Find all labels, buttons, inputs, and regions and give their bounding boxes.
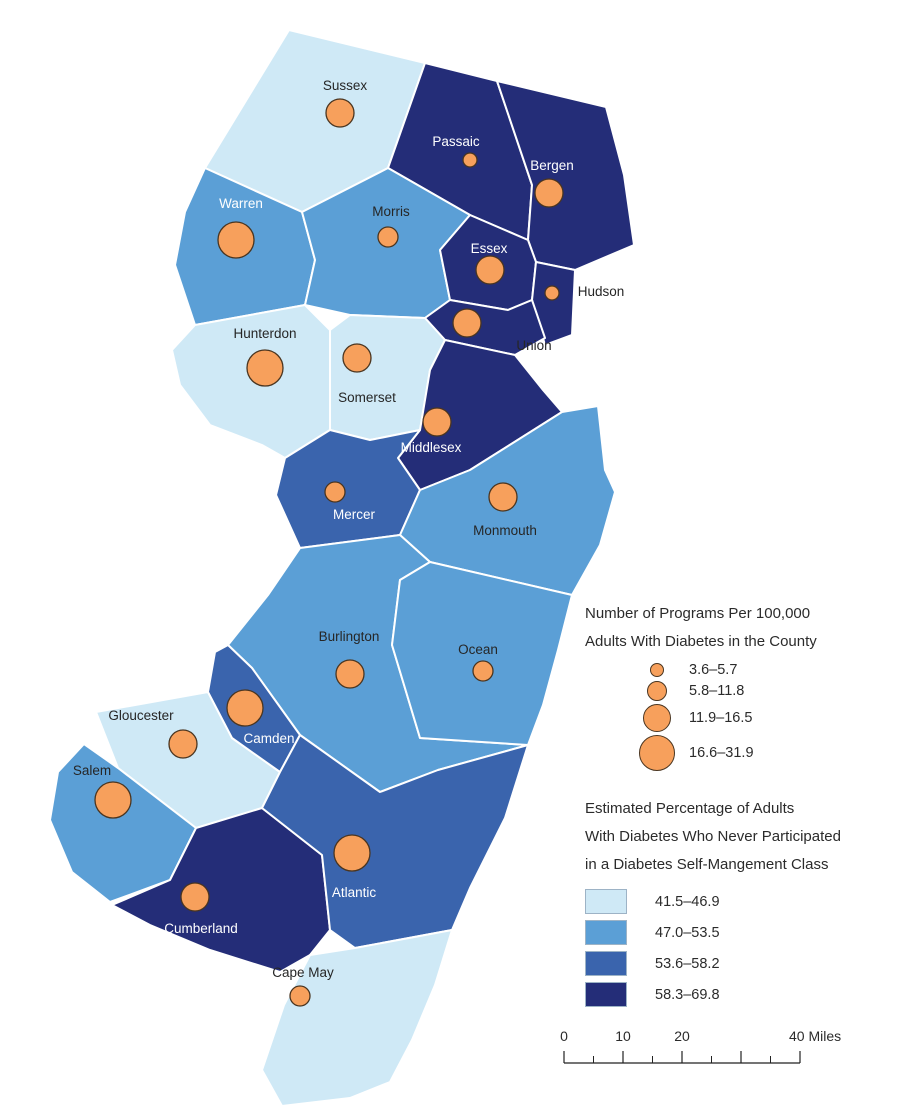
program-circle-monmouth bbox=[488, 482, 518, 512]
percent-label-3: 53.6–58.2 bbox=[655, 955, 720, 972]
legend-programs-class-row: 11.9–16.5 bbox=[637, 704, 895, 732]
legend-percentage-title-line3: in a Diabetes Self-Mangement Class bbox=[585, 856, 829, 873]
county-label-morris: Morris bbox=[372, 204, 410, 219]
program-circle-sussex bbox=[325, 98, 355, 128]
legend-percentage-title-line2: With Diabetes Who Never Participated bbox=[585, 828, 841, 845]
program-size-label-4: 16.6–31.9 bbox=[689, 745, 754, 761]
program-circle-passaic bbox=[462, 152, 478, 168]
program-size-circle-1 bbox=[650, 663, 664, 677]
program-circle-ocean bbox=[472, 660, 494, 682]
percent-swatch-3 bbox=[585, 951, 627, 976]
county-label-burlington: Burlington bbox=[319, 629, 380, 644]
county-label-atlantic: Atlantic bbox=[332, 885, 377, 900]
percent-swatch-1 bbox=[585, 889, 627, 914]
legend-programs-title-line2: Adults With Diabetes in the County bbox=[585, 633, 817, 650]
legend-programs-class-row: 3.6–5.7 bbox=[637, 662, 895, 678]
percent-swatch-2 bbox=[585, 920, 627, 945]
legend-percentage-classes: 41.5–46.9 47.0–53.5 53.6–58.2 58.3–69.8 bbox=[585, 889, 895, 1007]
program-circle-cumberland bbox=[180, 882, 210, 912]
program-size-circle-3 bbox=[643, 704, 671, 732]
county-label-salem: Salem bbox=[73, 763, 111, 778]
legend-programs: Number of Programs Per 100,000 Adults Wi… bbox=[585, 600, 895, 771]
legend-programs-class-row: 5.8–11.8 bbox=[637, 681, 895, 701]
county-label-monmouth: Monmouth bbox=[473, 523, 537, 538]
program-circle-warren bbox=[217, 221, 255, 259]
scale-bar: 0 10 20 40 Miles bbox=[556, 1028, 896, 1088]
county-shape-atlantic bbox=[261, 734, 529, 949]
program-circle-camden bbox=[226, 689, 264, 727]
county-label-sussex: Sussex bbox=[323, 78, 368, 93]
legend-programs-title-line1: Number of Programs Per 100,000 bbox=[585, 605, 811, 622]
program-circle-hunterdon bbox=[246, 349, 284, 387]
program-circle-essex bbox=[475, 255, 505, 285]
legend-percentage-class-row: 58.3–69.8 bbox=[585, 982, 895, 1007]
county-label-warren: Warren bbox=[219, 196, 263, 211]
percent-label-1: 41.5–46.9 bbox=[655, 893, 720, 910]
county-shape-hudson bbox=[531, 261, 576, 346]
legend-programs-classes: 3.6–5.7 5.8–11.8 11.9–16.5 16.6–31.9 bbox=[585, 662, 895, 771]
county-labels: Sussex Passaic Bergen Warren Morris Essex Huds… bbox=[73, 78, 624, 980]
program-circle-middlesex bbox=[422, 407, 452, 437]
county-shape-salem bbox=[49, 743, 197, 903]
scale-label-0: 0 bbox=[560, 1028, 568, 1044]
program-circle-somerset bbox=[342, 343, 372, 373]
program-size-label-1: 3.6–5.7 bbox=[689, 662, 738, 678]
legend-percentage-class-row: 41.5–46.9 bbox=[585, 889, 895, 914]
legend-percentage-class-row: 53.6–58.2 bbox=[585, 951, 895, 976]
program-circle-gloucester bbox=[168, 729, 198, 759]
program-circle-burlington bbox=[335, 659, 365, 689]
county-label-cumberland: Cumberland bbox=[164, 921, 238, 936]
county-label-passaic: Passaic bbox=[432, 134, 480, 149]
county-label-middlesex: Middlesex bbox=[401, 440, 462, 455]
county-label-hudson: Hudson bbox=[578, 284, 625, 299]
percent-swatch-4 bbox=[585, 982, 627, 1007]
percent-label-2: 47.0–53.5 bbox=[655, 924, 720, 941]
legend-programs-title: Number of Programs Per 100,000 Adults Wi… bbox=[585, 600, 895, 656]
county-label-gloucester: Gloucester bbox=[108, 708, 174, 723]
program-size-label-3: 11.9–16.5 bbox=[689, 710, 753, 726]
legend-percentage-title: Estimated Percentage of Adults With Diab… bbox=[585, 795, 895, 879]
county-label-bergen: Bergen bbox=[530, 158, 574, 173]
program-circle-capemay bbox=[289, 985, 311, 1007]
county-label-mercer: Mercer bbox=[333, 507, 376, 522]
scale-bar-ticks bbox=[563, 1051, 801, 1064]
legend-panel: Number of Programs Per 100,000 Adults Wi… bbox=[585, 600, 895, 1013]
county-label-ocean: Ocean bbox=[458, 642, 498, 657]
program-size-circle-2 bbox=[647, 681, 667, 701]
county-shape-hunterdon bbox=[171, 304, 331, 459]
scale-label-40-miles: 40 Miles bbox=[789, 1028, 842, 1044]
scale-label-20: 20 bbox=[674, 1028, 690, 1044]
program-circle-mercer bbox=[324, 481, 346, 503]
county-label-capemay: Cape May bbox=[272, 965, 334, 980]
legend-percentage-class-row: 47.0–53.5 bbox=[585, 920, 895, 945]
program-circle-bergen bbox=[534, 178, 564, 208]
program-circle-morris bbox=[377, 226, 399, 248]
program-circle-hudson bbox=[544, 285, 560, 301]
county-label-essex: Essex bbox=[471, 241, 508, 256]
program-circle-atlantic bbox=[333, 834, 371, 872]
county-label-hunterdon: Hunterdon bbox=[233, 326, 296, 341]
county-label-somerset: Somerset bbox=[338, 390, 396, 405]
county-shape-capemay bbox=[261, 929, 453, 1107]
program-circles bbox=[94, 98, 564, 1007]
program-size-circle-4 bbox=[639, 735, 675, 771]
legend-percentage-title-line1: Estimated Percentage of Adults bbox=[585, 800, 795, 817]
county-label-union: Union bbox=[516, 338, 551, 353]
scale-label-10: 10 bbox=[615, 1028, 631, 1044]
program-size-label-2: 5.8–11.8 bbox=[689, 683, 745, 699]
legend-percentage: Estimated Percentage of Adults With Diab… bbox=[585, 795, 895, 1007]
county-shapes bbox=[49, 29, 635, 1107]
county-label-camden: Camden bbox=[243, 731, 294, 746]
legend-programs-class-row: 16.6–31.9 bbox=[637, 735, 895, 771]
percent-label-4: 58.3–69.8 bbox=[655, 986, 720, 1003]
program-circle-union bbox=[452, 308, 482, 338]
program-circle-salem bbox=[94, 781, 132, 819]
